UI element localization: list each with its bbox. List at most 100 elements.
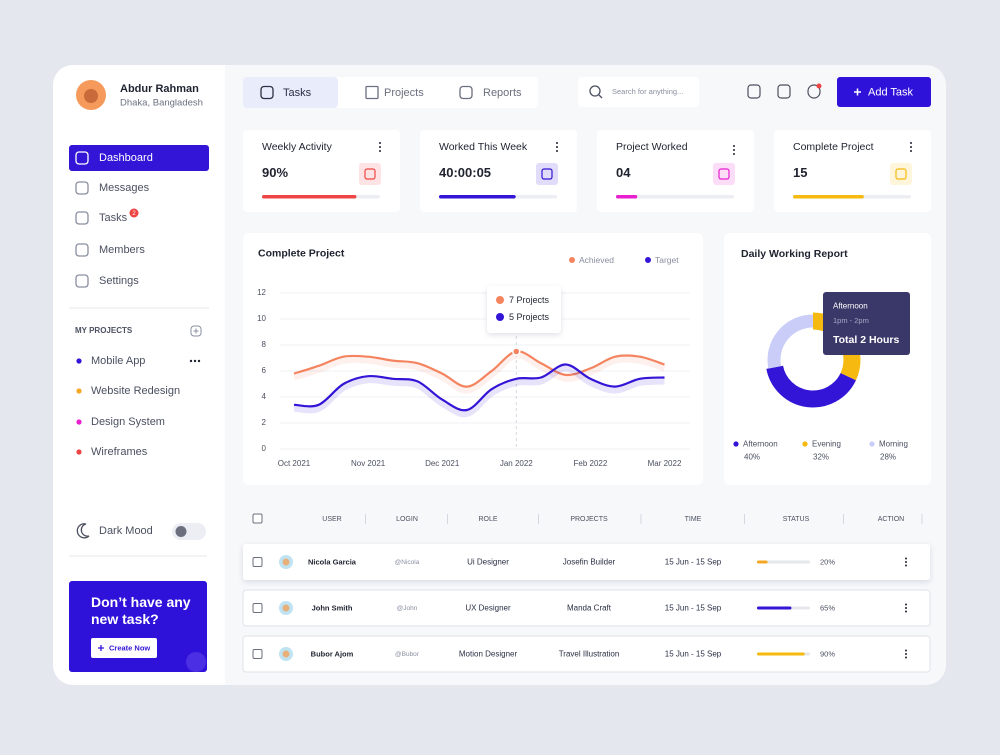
stat-icon-bg [713, 163, 735, 185]
tooltip [823, 292, 910, 355]
user-project: Travel Illustration [559, 650, 620, 659]
status-label: 65% [820, 603, 835, 612]
stat-title: Weekly Activity [262, 141, 333, 153]
action-dot[interactable] [905, 564, 907, 567]
tooltip-total: Total 2 Hours [833, 334, 899, 346]
nav-item[interactable]: Dashboard [99, 152, 153, 164]
nav-item[interactable]: Members [99, 244, 145, 256]
more-dot [197, 359, 201, 363]
action-dot[interactable] [905, 653, 907, 655]
project-name[interactable]: Design System [91, 416, 165, 428]
y-tick-label: 10 [257, 314, 266, 323]
promo-deco [186, 652, 206, 672]
action-dot[interactable] [905, 561, 907, 563]
checkbox[interactable] [252, 603, 263, 613]
tab-active[interactable] [243, 77, 338, 108]
checkbox[interactable] [252, 557, 263, 567]
stat-menu-dot [733, 149, 735, 151]
value-label: 40% [744, 453, 760, 462]
hover-point [512, 347, 521, 356]
user-project: Josefin Builder [563, 558, 616, 567]
nav-icon [75, 151, 89, 165]
table-header: ROLE [478, 516, 497, 523]
tooltip-text: 5 Projects [509, 312, 550, 322]
tooltip-text: 7 Projects [509, 295, 550, 305]
legend-dot [645, 257, 651, 263]
project-dot [76, 388, 82, 394]
x-tick-label: Nov 2021 [351, 459, 386, 468]
nav-item[interactable]: Messages [99, 182, 150, 194]
action-dot[interactable] [905, 607, 907, 609]
table-row [242, 589, 931, 627]
stat-title: Project Worked [616, 141, 688, 153]
tooltip-time: 1pm - 2pm [833, 316, 869, 325]
nav-active[interactable] [69, 145, 209, 171]
badge [129, 208, 139, 218]
action-dot[interactable] [905, 603, 907, 606]
line-glow [293, 365, 665, 418]
toolbar-icon[interactable] [807, 84, 821, 99]
tab-icon [365, 85, 379, 100]
search-input[interactable]: Search for anything... [612, 87, 683, 96]
add-task-button[interactable] [837, 77, 931, 107]
project-name[interactable]: Wireframes [91, 446, 148, 458]
tab[interactable]: Projects [384, 87, 424, 99]
stat-menu-dot [379, 142, 381, 144]
user-time: 15 Jun - 15 Sep [665, 650, 722, 659]
stat-menu-dot [556, 142, 558, 144]
plus-icon [854, 88, 861, 96]
nav-item[interactable]: Settings [99, 275, 139, 287]
tab[interactable]: Tasks [283, 87, 312, 99]
project-dot [76, 358, 82, 364]
progress-bar [616, 195, 638, 199]
y-tick-label: 0 [262, 444, 267, 453]
tab[interactable]: Reports [483, 87, 522, 99]
promo-button[interactable] [91, 638, 157, 658]
table-header: TIME [685, 516, 702, 523]
legend-label: Afternoon [743, 440, 778, 449]
action-dot[interactable] [905, 649, 907, 652]
nav-icon [75, 181, 89, 195]
project-name[interactable]: Website Redesign [91, 385, 180, 397]
progress-bar [793, 195, 864, 199]
x-tick-label: Mar 2022 [648, 459, 682, 468]
user-name: John Smith [312, 603, 353, 612]
progress-bar [262, 195, 357, 199]
legend-dot [569, 257, 575, 263]
add-task-label: Add Task [868, 86, 914, 98]
user-project: Manda Craft [567, 604, 612, 613]
action-dot[interactable] [905, 656, 907, 659]
checkbox[interactable] [252, 649, 263, 659]
action-dot[interactable] [905, 610, 907, 613]
nav-icon [75, 274, 89, 288]
nav-badge: 2 [132, 211, 136, 217]
legend-label: Target [655, 255, 679, 265]
stat-icon [364, 168, 376, 180]
action-dot[interactable] [905, 557, 907, 560]
stat-icon-bg [359, 163, 381, 185]
legend-label: Achieved [579, 255, 614, 265]
status-bar [757, 652, 805, 656]
profile-name: Abdur Rahman [120, 83, 199, 95]
stat-value: 90% [262, 165, 288, 180]
project-name[interactable]: Mobile App [91, 355, 145, 367]
search-icon [589, 85, 601, 97]
nav-icon [75, 243, 89, 257]
promo-title: Don’t have any new task? [91, 594, 191, 627]
toggle-knob [175, 526, 187, 537]
checkbox[interactable] [252, 513, 263, 524]
add-project[interactable] [190, 325, 202, 337]
user-role: Ui Designer [467, 558, 509, 567]
user-avatar-face [282, 604, 290, 612]
toolbar-icon[interactable] [747, 84, 761, 99]
more-dot [189, 359, 193, 363]
projects-title: MY PROJECTS [75, 326, 133, 335]
data-line [293, 363, 665, 412]
toolbar-icon[interactable] [777, 84, 791, 99]
user-avatar-face [282, 558, 290, 566]
legend-dot [869, 441, 875, 447]
table-header: STATUS [783, 516, 810, 523]
nav-item[interactable]: Tasks [99, 212, 128, 224]
stat-card [774, 130, 931, 212]
